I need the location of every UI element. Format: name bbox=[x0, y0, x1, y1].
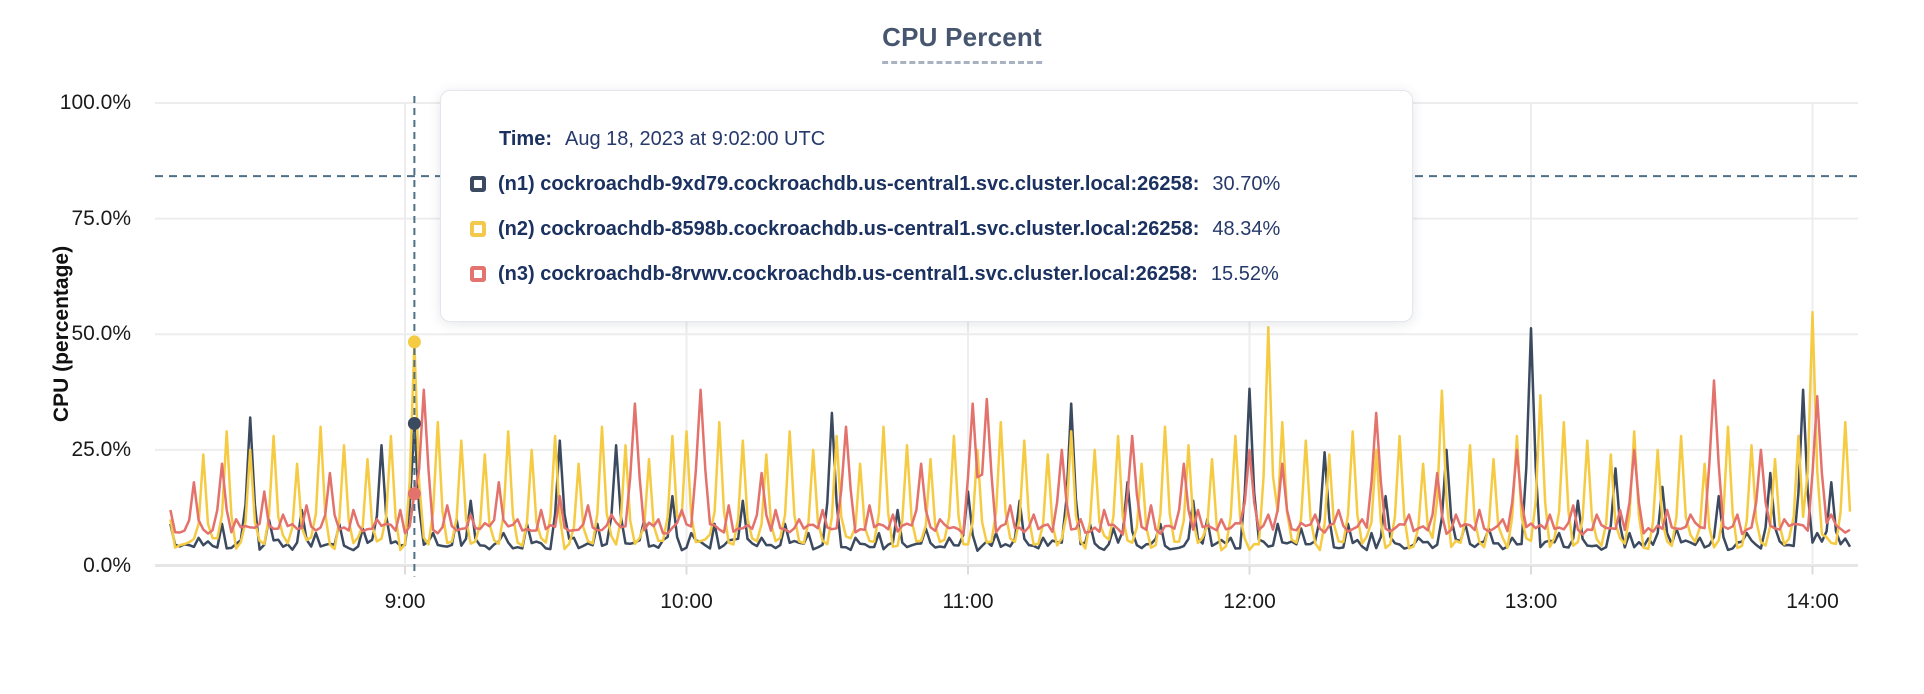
hover-dot-n2 bbox=[407, 335, 421, 349]
y-tick-label: 100.0% bbox=[59, 91, 131, 114]
series-label: (n3) cockroachdb-8rvwv.cockroachdb.us-ce… bbox=[498, 262, 1198, 285]
tooltip-time-label: Time: bbox=[499, 127, 552, 150]
tooltip-time-row: Time: Aug 18, 2023 at 9:02:00 UTC bbox=[470, 127, 1382, 151]
tooltip-series-row: (n1) cockroachdb-9xd79.cockroachdb.us-ce… bbox=[470, 172, 1382, 196]
series-value: 15.52% bbox=[1210, 262, 1279, 285]
chart-tooltip: Time: Aug 18, 2023 at 9:02:00 UTC (n1) c… bbox=[440, 90, 1413, 322]
series-label: (n1) cockroachdb-9xd79.cockroachdb.us-ce… bbox=[498, 172, 1200, 195]
y-tick-label: 75.0% bbox=[71, 206, 131, 230]
tooltip-series-row: (n2) cockroachdb-8598b.cockroachdb.us-ce… bbox=[470, 217, 1382, 241]
y-tick-label: 50.0% bbox=[71, 322, 131, 346]
series-line-n3 bbox=[169, 379, 1851, 536]
hover-dot-n3 bbox=[407, 487, 421, 501]
x-tick-label: 11:00 bbox=[942, 590, 994, 613]
y-tick-label: 25.0% bbox=[71, 437, 131, 461]
series-value: 48.34% bbox=[1212, 217, 1281, 240]
series-swatch-icon bbox=[470, 221, 486, 237]
x-tick-label: 10:00 bbox=[660, 590, 713, 613]
tooltip-series-row: (n3) cockroachdb-8rvwv.cockroachdb.us-ce… bbox=[470, 262, 1382, 286]
series-swatch-icon bbox=[470, 176, 486, 192]
series-swatch-icon bbox=[470, 266, 486, 282]
tooltip-time-value: Aug 18, 2023 at 9:02:00 UTC bbox=[564, 127, 826, 150]
series-value: 30.70% bbox=[1212, 172, 1281, 195]
series-line-n2 bbox=[169, 310, 1852, 552]
chart-title[interactable]: CPU Percent bbox=[882, 22, 1042, 64]
series-label: (n2) cockroachdb-8598b.cockroachdb.us-ce… bbox=[498, 217, 1200, 240]
tooltip-series-rows: (n1) cockroachdb-9xd79.cockroachdb.us-ce… bbox=[470, 172, 1382, 286]
x-tick-label: 9:00 bbox=[384, 590, 426, 613]
x-tick-label: 12:00 bbox=[1223, 590, 1276, 613]
series-line-n1 bbox=[169, 326, 1852, 552]
x-tick-label: 13:00 bbox=[1504, 590, 1558, 613]
hover-dot-n1 bbox=[407, 417, 421, 431]
y-tick-label: 0.0% bbox=[83, 553, 131, 577]
x-tick-label: 14:00 bbox=[1786, 590, 1839, 613]
